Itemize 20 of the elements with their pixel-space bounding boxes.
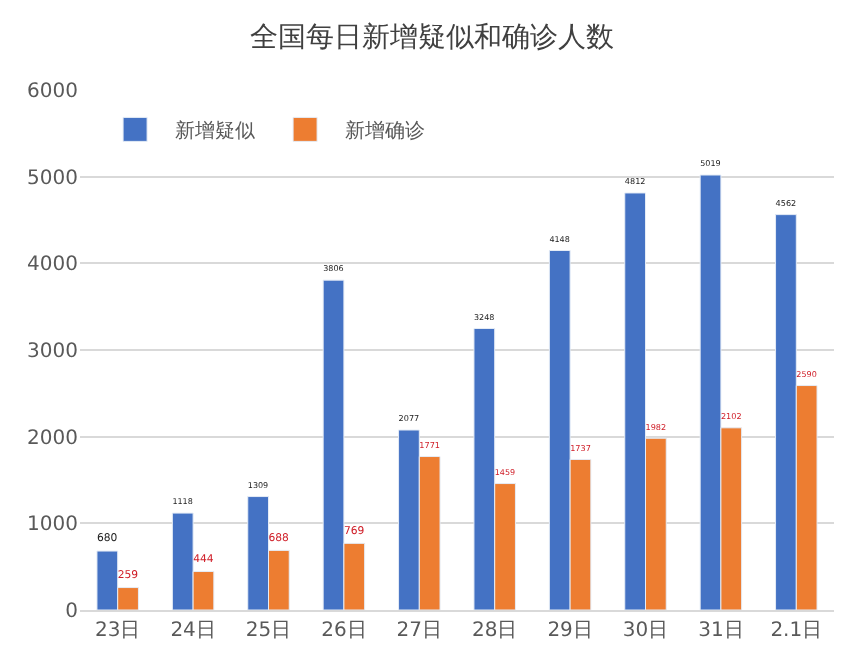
x-tick-label: 23日: [94, 620, 141, 642]
y-tick-label: 1000: [27, 514, 78, 537]
x-tick-label: 25日: [245, 620, 292, 642]
y-tick-label: 3000: [27, 341, 78, 363]
y-tick-label: 6000: [27, 81, 78, 103]
x-tick-label: 24日: [170, 620, 216, 642]
x-tick-label: 30日: [622, 620, 669, 642]
chart-title: 全国每日新增疑似和确诊人数: [250, 22, 614, 55]
x-tick-label: 31日: [698, 620, 744, 642]
x-tick-label: 26日: [321, 620, 367, 642]
x-tick-label: 27日: [396, 620, 443, 642]
x-tick-label: 2.1日: [770, 620, 823, 642]
y-tick-label: 0: [65, 601, 78, 623]
x-tick-label: 28日: [471, 620, 518, 642]
y-tick-label: 5000: [27, 167, 78, 190]
x-tick-label: 29日: [547, 620, 593, 642]
y-tick-label: 4000: [27, 254, 78, 277]
legend-label: 新增疑似: [175, 119, 256, 144]
y-tick-label: 2000: [27, 427, 78, 450]
legend-label: 新增确诊: [345, 119, 426, 144]
